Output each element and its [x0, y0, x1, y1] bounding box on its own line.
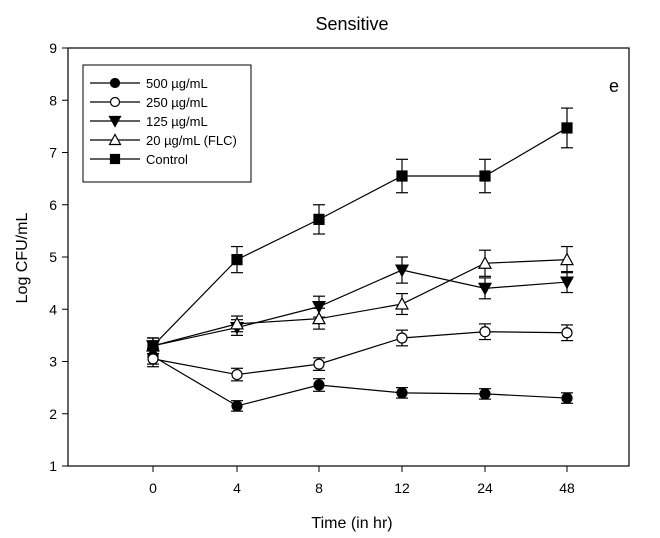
data-point — [559, 252, 575, 266]
y-tick-label: 7 — [49, 145, 57, 161]
x-axis-ticks: 0 4 8 12 24 48 — [149, 466, 575, 496]
data-point — [108, 133, 122, 146]
x-axis-label: Time (in hr) — [311, 515, 392, 532]
series-line — [152, 355, 568, 407]
y-tick-label: 5 — [49, 249, 57, 265]
data-point — [561, 327, 573, 339]
data-point — [311, 311, 327, 325]
legend-item: 250 µg/mL — [90, 95, 208, 110]
data-point — [147, 353, 159, 365]
y-tick-label: 4 — [49, 301, 57, 317]
x-tick-label: 12 — [394, 480, 410, 496]
chart-title: Sensitive — [315, 14, 388, 34]
data-point — [109, 77, 121, 89]
data-point — [109, 96, 121, 108]
data-point — [477, 282, 493, 296]
legend-label: 250 µg/mL — [146, 95, 208, 110]
y-axis-ticks: 1 2 3 4 5 6 7 8 9 — [49, 40, 68, 474]
panel-letter: e — [609, 76, 619, 96]
data-point — [479, 170, 491, 182]
x-tick-label: 24 — [477, 480, 493, 496]
legend-item: Control — [90, 152, 188, 167]
data-point — [313, 358, 325, 370]
data-point — [394, 264, 410, 278]
data-point — [231, 368, 243, 381]
data-point — [559, 276, 575, 290]
data-point — [109, 153, 121, 165]
legend-item: 125 µg/mL — [90, 114, 208, 129]
data-point — [396, 387, 408, 399]
data-point — [396, 332, 408, 344]
data-point — [311, 301, 327, 314]
data-point — [231, 254, 243, 266]
series-line — [152, 331, 568, 376]
data-point — [561, 122, 573, 134]
y-axis-label: Log CFU/mL — [14, 213, 31, 304]
y-tick-label: 9 — [49, 40, 57, 56]
data-point — [394, 296, 410, 310]
series-2 — [145, 256, 575, 355]
series-4 — [147, 107, 573, 355]
data-point — [313, 213, 325, 225]
data-point — [561, 392, 573, 404]
series-layer — [145, 107, 575, 412]
data-point — [108, 115, 122, 128]
x-tick-label: 8 — [315, 480, 323, 496]
data-point — [313, 379, 325, 391]
x-tick-label: 4 — [233, 480, 241, 496]
legend-label: 125 µg/mL — [146, 114, 208, 129]
y-tick-label: 1 — [49, 458, 57, 474]
y-tick-label: 2 — [49, 406, 57, 422]
series-1 — [147, 323, 573, 382]
series-line — [152, 269, 568, 347]
y-tick-label: 3 — [49, 354, 57, 370]
series-line — [152, 259, 568, 347]
x-tick-label: 48 — [559, 480, 575, 496]
legend-label: Control — [146, 152, 188, 167]
series-0 — [147, 347, 573, 412]
legend-label: 20 µg/mL (FLC) — [146, 133, 237, 148]
y-tick-label: 6 — [49, 197, 57, 213]
data-point — [477, 256, 493, 269]
legend: 500 µg/mL 250 µg/mL 125 µg/mL 20 µg/mL (FLC… — [82, 64, 252, 183]
legend-label: 500 µg/mL — [146, 76, 208, 91]
data-point — [479, 326, 491, 338]
data-point — [147, 340, 159, 352]
series-line — [152, 127, 568, 347]
series-3 — [145, 245, 575, 355]
legend-item: 500 µg/mL — [90, 76, 208, 91]
data-point — [479, 388, 491, 400]
data-point — [229, 316, 245, 330]
y-tick-label: 8 — [49, 92, 57, 108]
data-point — [231, 400, 243, 412]
data-point — [396, 170, 408, 182]
legend-item: 20 µg/mL (FLC) — [90, 133, 237, 148]
x-tick-label: 0 — [149, 480, 157, 496]
